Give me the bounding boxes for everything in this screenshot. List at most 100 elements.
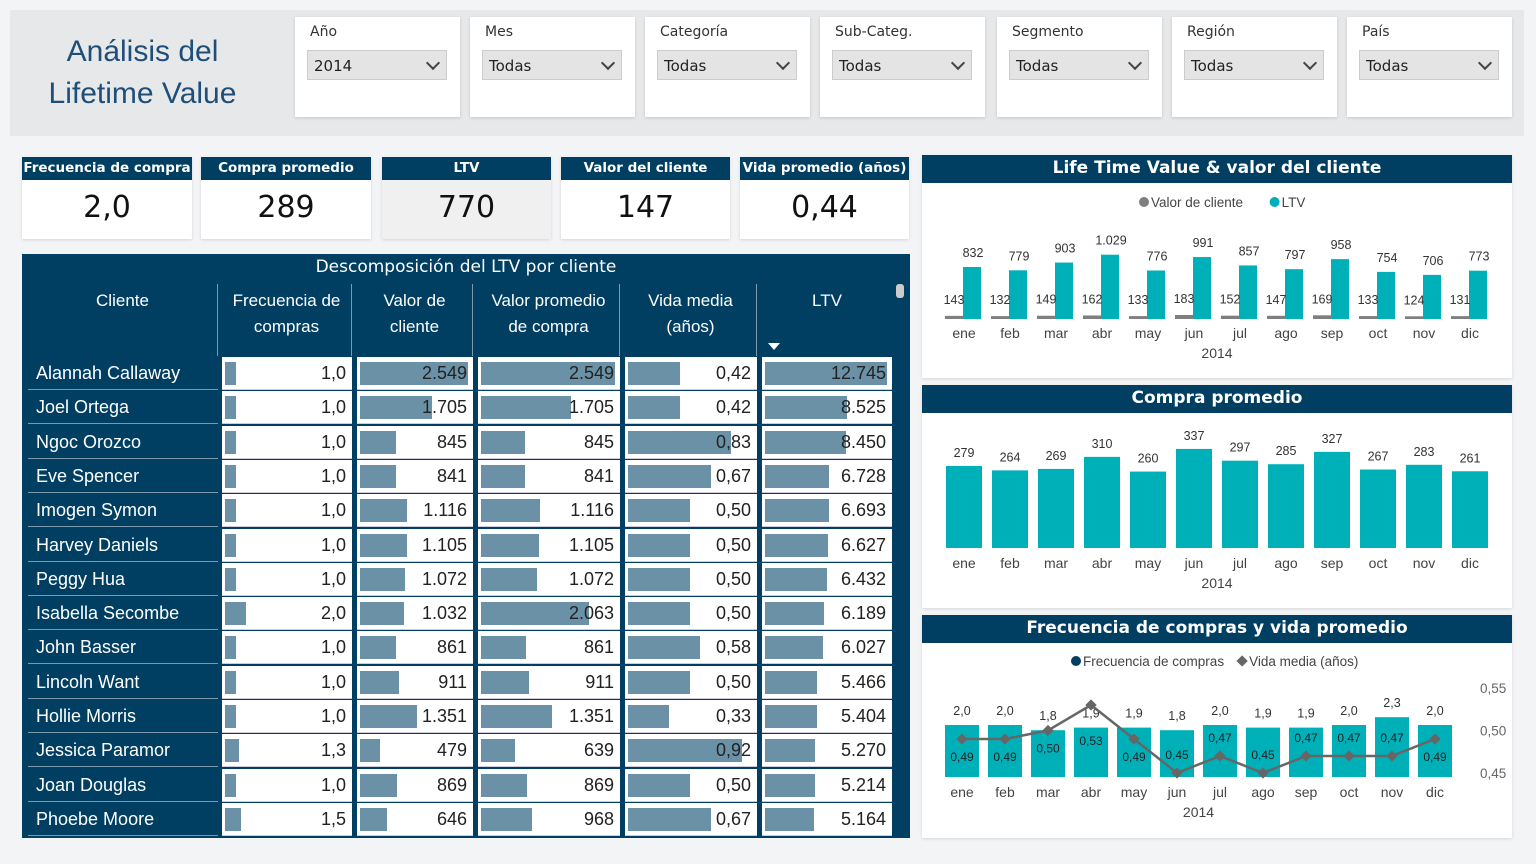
slicer-dropdown[interactable]: Todas bbox=[832, 50, 972, 80]
bar-valor-cliente[interactable] bbox=[1037, 315, 1055, 319]
table-row[interactable]: Harvey Daniels 1,0 1.105 1.105 0,50 6.627 bbox=[28, 528, 892, 563]
bar-ltv[interactable] bbox=[1101, 254, 1119, 319]
slicer-dropdown[interactable]: 2014 bbox=[307, 50, 447, 80]
bar-valor-cliente[interactable] bbox=[1083, 315, 1101, 319]
bar-compra-promedio[interactable] bbox=[1038, 468, 1074, 548]
data-label: 0,47 bbox=[1380, 731, 1404, 745]
client-name: Peggy Hua bbox=[28, 563, 218, 596]
table-row[interactable]: Joel Ortega 1,0 1.705 1.705 0,42 8.525 bbox=[28, 391, 892, 425]
bar-valor-cliente[interactable] bbox=[991, 316, 1009, 319]
table-cell: 1.351 bbox=[357, 700, 473, 733]
line-marker[interactable] bbox=[1042, 724, 1054, 737]
bar-compra-promedio[interactable] bbox=[1314, 451, 1350, 548]
bar-compra-promedio[interactable] bbox=[1452, 471, 1488, 548]
table-row[interactable]: Joan Douglas 1,0 869 869 0,50 5.214 bbox=[28, 768, 892, 803]
line-marker[interactable] bbox=[1171, 767, 1183, 779]
bar-valor-cliente[interactable] bbox=[1175, 314, 1193, 319]
x-tick-label: ene bbox=[952, 555, 976, 571]
table-row[interactable]: Imogen Symon 1,0 1.116 1.116 0,50 6.693 bbox=[28, 494, 892, 528]
slicer-dropdown[interactable]: Todas bbox=[1359, 50, 1499, 80]
bar-ltv[interactable] bbox=[1239, 265, 1257, 319]
table-cell: 639 bbox=[478, 734, 620, 768]
bar-compra-promedio[interactable] bbox=[946, 465, 982, 548]
column-header[interactable]: LTV bbox=[762, 284, 892, 356]
bar-compra-promedio[interactable] bbox=[1084, 456, 1120, 548]
bar-ltv[interactable] bbox=[1469, 270, 1487, 319]
table-row[interactable]: Lincoln Want 1,0 911 911 0,50 5.466 bbox=[28, 665, 892, 700]
bar-valor-cliente[interactable] bbox=[1129, 316, 1147, 319]
bar-ltv[interactable] bbox=[1147, 270, 1165, 320]
column-header[interactable]: Vida media (años) bbox=[625, 284, 757, 356]
table-row[interactable]: John Basser 1,0 861 861 0,58 6.027 bbox=[28, 631, 892, 665]
bar-valor-cliente[interactable] bbox=[1267, 315, 1285, 319]
line-marker[interactable] bbox=[1386, 750, 1398, 762]
cell-value: 6.432 bbox=[840, 568, 886, 589]
bar-compra-promedio[interactable] bbox=[1360, 469, 1396, 548]
column-header-label: Valor promedio de compra bbox=[491, 291, 606, 336]
data-bar bbox=[765, 430, 846, 454]
bar-compra-promedio[interactable] bbox=[1222, 460, 1258, 548]
line-marker[interactable] bbox=[1343, 750, 1355, 762]
table-row[interactable]: Ngoc Orozco 1,0 845 845 0,83 8.450 bbox=[28, 425, 892, 460]
legend-label[interactable]: Valor de cliente bbox=[1151, 195, 1243, 210]
table-cell: 0,42 bbox=[625, 357, 757, 390]
bar-ltv[interactable] bbox=[1331, 259, 1349, 319]
column-header[interactable]: Cliente bbox=[28, 284, 218, 356]
table-scrollbar[interactable] bbox=[896, 284, 904, 298]
bar-ltv[interactable] bbox=[1377, 271, 1395, 319]
line-marker[interactable] bbox=[1300, 750, 1312, 762]
bar-valor-cliente[interactable] bbox=[1451, 316, 1469, 319]
table-row[interactable]: Alannah Callaway 1,0 2.549 2.549 0,42 12.745 bbox=[28, 357, 892, 391]
bar-valor-cliente[interactable] bbox=[945, 315, 963, 319]
slicer-dropdown[interactable]: Todas bbox=[1009, 50, 1149, 80]
bar-compra-promedio[interactable] bbox=[1406, 464, 1442, 548]
line-marker[interactable] bbox=[1257, 767, 1269, 779]
bar-frecuencia[interactable] bbox=[1031, 730, 1065, 777]
bar-ltv[interactable] bbox=[963, 267, 981, 319]
data-bar bbox=[481, 567, 538, 591]
table-cell: 5.214 bbox=[762, 768, 892, 802]
bar-valor-cliente[interactable] bbox=[1405, 316, 1423, 319]
bar-compra-promedio[interactable] bbox=[1130, 471, 1166, 548]
line-marker[interactable] bbox=[1429, 733, 1441, 745]
bar-ltv[interactable] bbox=[1055, 262, 1073, 319]
bar-frecuencia[interactable] bbox=[1375, 717, 1409, 777]
column-header[interactable]: Valor de cliente bbox=[357, 284, 473, 356]
line-marker[interactable] bbox=[1085, 699, 1097, 711]
slicer-dropdown[interactable]: Todas bbox=[1184, 50, 1324, 80]
table-cell: 6.027 bbox=[762, 631, 892, 665]
table-row[interactable]: Eve Spencer 1,0 841 841 0,67 6.728 bbox=[28, 459, 892, 494]
bar-compra-promedio[interactable] bbox=[1176, 448, 1212, 548]
column-header[interactable]: Valor promedio de compra bbox=[478, 284, 620, 356]
table-row[interactable]: Peggy Hua 1,0 1.072 1.072 0,50 6.432 bbox=[28, 562, 892, 597]
bar-valor-cliente[interactable] bbox=[1359, 316, 1377, 319]
bar-ltv[interactable] bbox=[1009, 270, 1027, 319]
data-label: 2,0 bbox=[953, 704, 970, 718]
bar-ltv[interactable] bbox=[1193, 257, 1211, 319]
cell-value: 911 bbox=[585, 671, 614, 692]
slicer-dropdown[interactable]: Todas bbox=[482, 50, 622, 80]
line-marker[interactable] bbox=[1214, 750, 1226, 762]
kpi-value: 770 bbox=[437, 190, 496, 225]
column-header[interactable]: Frecuencia de compras bbox=[222, 284, 352, 356]
table-row[interactable]: Phoebe Moore 1,5 646 968 0,67 5.164 bbox=[28, 802, 892, 837]
x-tick-label: nov bbox=[1413, 555, 1436, 571]
legend-label[interactable]: LTV bbox=[1282, 195, 1306, 210]
slicer-dropdown[interactable]: Todas bbox=[657, 50, 797, 80]
bar-valor-cliente[interactable] bbox=[1313, 315, 1331, 319]
legend-label[interactable]: Frecuencia de compras bbox=[1083, 654, 1224, 669]
slicer-label: Año bbox=[310, 24, 338, 40]
legend-label[interactable]: Vida media (años) bbox=[1249, 654, 1358, 669]
bar-compra-promedio[interactable] bbox=[992, 470, 1028, 548]
bar-ltv[interactable] bbox=[1285, 269, 1303, 319]
table-row[interactable]: Jessica Paramor 1,3 479 639 0,92 5.270 bbox=[28, 734, 892, 768]
bar-ltv[interactable] bbox=[1423, 274, 1441, 319]
bar-compra-promedio[interactable] bbox=[1268, 464, 1304, 548]
bar-valor-cliente[interactable] bbox=[1221, 315, 1239, 319]
line-marker[interactable] bbox=[1128, 733, 1140, 745]
x-tick-label: jul bbox=[1232, 555, 1247, 571]
table-row[interactable]: Hollie Morris 1,0 1.351 1.351 0,33 5.404 bbox=[28, 700, 892, 734]
cell-value: 479 bbox=[436, 740, 467, 761]
table-row[interactable]: Isabella Secombe 2,0 1.032 2.063 0,50 6.189 bbox=[28, 597, 892, 631]
bar-frecuencia[interactable] bbox=[1074, 727, 1108, 777]
